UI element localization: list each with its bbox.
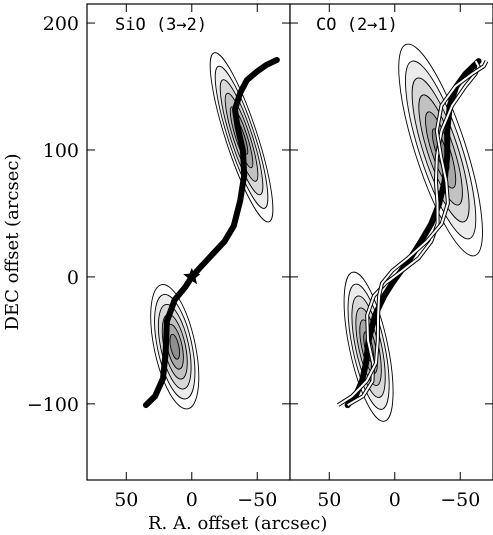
y-tick-label: 200 (43, 13, 79, 35)
co-x-tick-labels: 50 0 −50 (317, 489, 480, 511)
co-panel-title: CO (2→1) (316, 15, 398, 35)
source-star-marker (183, 267, 201, 285)
y-tick-label: 0 (67, 267, 79, 289)
precession-strand (347, 60, 480, 406)
co-panel: CO (2→1) 50 0 −50 (289, 3, 493, 511)
y-axis-title: DEC offset (arcsec) (2, 154, 23, 331)
jet-curve (142, 56, 280, 409)
precession-strand (337, 60, 488, 406)
x-tick-label: 50 (114, 489, 138, 511)
x-tick-label: −50 (237, 489, 277, 511)
sio-panel-title: SiO (3→2) (115, 15, 207, 35)
x-tick-label: 0 (186, 489, 198, 511)
x-tick-label: 50 (317, 489, 341, 511)
y-tick-label: −100 (27, 394, 79, 416)
co-jet-path (337, 58, 489, 409)
y-tick-label: 100 (43, 140, 79, 162)
x-tick-label: −50 (440, 489, 480, 511)
jet-curve (344, 58, 482, 409)
sio-x-tick-labels: 50 0 −50 (114, 489, 277, 511)
x-tick-label: 0 (389, 489, 401, 511)
co-axis-ticks (290, 4, 493, 480)
lobe-south-contour-5 (169, 333, 181, 360)
sio-y-tick-labels: 200 100 0 −100 (27, 13, 79, 416)
sio-axis-ticks (87, 4, 290, 480)
x-axis-title: R. A. offset (arcsec) (148, 513, 327, 534)
sio-jet-path (142, 56, 280, 409)
sio-panel: SiO (3→2) 200 100 0 −100 50 0 −50 (27, 3, 291, 511)
